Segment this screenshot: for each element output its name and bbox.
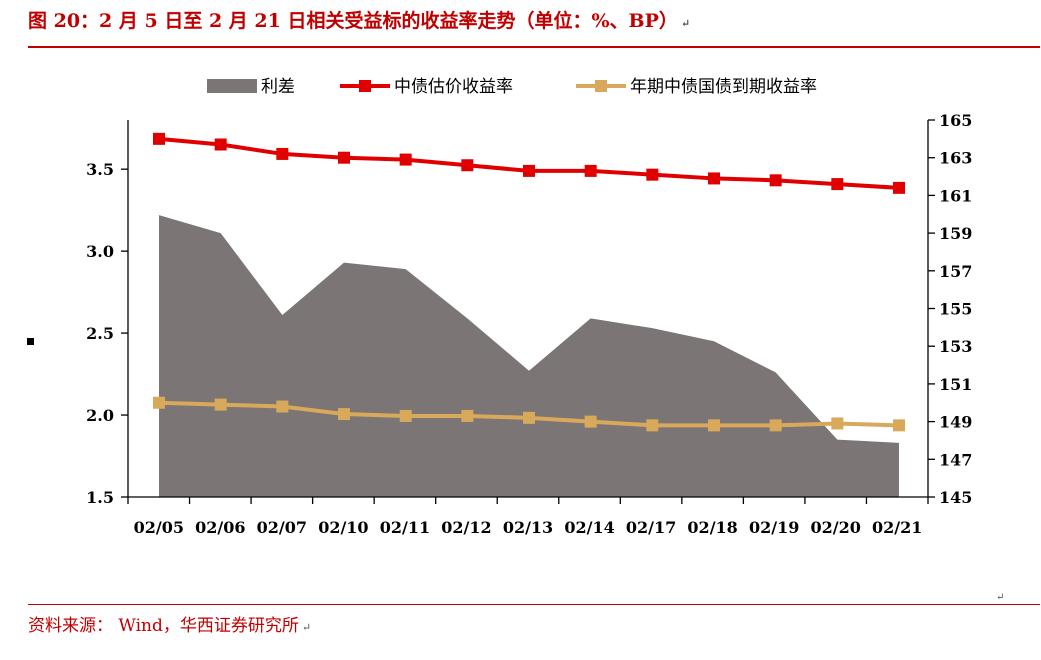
series-valuation-yield-line [158,136,900,190]
series-valuation-yield-point [646,168,659,181]
series-valuation-yield-point [399,153,412,166]
x-tick-label: 02/17 [626,518,676,537]
x-tick-label: 02/21 [872,518,922,537]
series-treasury-yield-point [276,400,289,413]
legend-marker-valuation [359,80,371,92]
legend-swatch-spread [207,79,257,93]
series-valuation-yield-point [338,151,350,164]
legend-marker-treasury [595,80,607,92]
right-tick-label: 153 [939,337,972,356]
x-tick-label: 02/05 [134,518,184,537]
series-treasury-yield-point [399,409,412,422]
series-valuation-yield-point [584,164,597,177]
x-tick-label: 02/12 [441,518,491,537]
series-treasury-yield-point [214,398,227,411]
series-valuation-yield-point [461,159,474,172]
left-tick-label: 2.0 [86,406,114,425]
left-tick-label: 3.5 [86,160,114,179]
series-treasury-yield-point [646,419,659,432]
series-valuation-yield-point [276,147,289,160]
source-rule [28,604,1040,605]
series-valuation-yield-point [214,138,227,151]
x-tick-label: 02/18 [687,518,737,537]
series-treasury-yield-point [153,396,165,409]
legend-label-spread: 利差 [261,77,295,97]
series-treasury-yield-point [523,411,535,424]
series-area-spread [159,215,899,497]
series-treasury-yield-point [831,417,844,430]
right-tick-label: 149 [939,413,972,432]
series-treasury-yield-point [893,419,905,432]
right-tick-label: 145 [939,488,972,507]
left-tick-label: 2.5 [86,324,114,343]
bullet-mark [27,338,34,345]
right-tick-label: 155 [939,300,972,319]
x-tick-label: 02/14 [564,518,614,537]
x-tick-label: 02/20 [811,518,861,537]
right-tick-label: 163 [939,149,972,168]
x-tick-label: 02/19 [749,518,799,537]
series-valuation-yield-point [523,164,535,177]
left-tick-label: 3.0 [86,242,114,261]
series-treasury-yield-point [769,419,782,432]
legend-label-valuation: 中债估价收益率 [394,77,513,97]
legend-label-treasury: 年期中债国债到期收益率 [630,77,817,97]
right-tick-label: 147 [939,450,972,469]
legend: 利差 中债估价收益率 年期中债国债到期收益率 [207,77,817,97]
right-tick-label: 151 [939,375,972,394]
x-tick-label: 02/11 [380,518,430,537]
series-treasury-yield-point [338,408,350,421]
x-tick-label: 02/06 [195,518,245,537]
series-treasury-yield-point [584,415,597,428]
series-treasury-yield-point [461,409,474,422]
series-valuation-yield-point [153,132,165,145]
x-tick-label: 02/07 [257,518,307,537]
series-valuation-yield-point [893,181,905,194]
right-tick-label: 157 [939,262,972,281]
right-tick-label: 161 [939,186,972,205]
x-tick-label: 02/10 [318,518,368,537]
series-valuation-yield-point [708,172,720,185]
title-rule [28,46,1040,48]
paragraph-mark: ↵ [996,592,1005,603]
left-tick-label: 1.5 [86,488,114,507]
source-note: 资料来源： Wind，华西证券研究所 ↵ [28,616,312,636]
series-valuation-yield-point [769,174,782,187]
x-tick-label: 02/13 [503,518,553,537]
right-tick-label: 165 [939,111,972,130]
chart-title: 图 20：2 月 5 日至 2 月 21 日相关受益标的收益率走势（单位：%、B… [28,10,691,32]
series-valuation-yield-point [831,178,844,191]
series-treasury-yield-point [708,419,720,432]
right-tick-label: 159 [939,224,972,243]
